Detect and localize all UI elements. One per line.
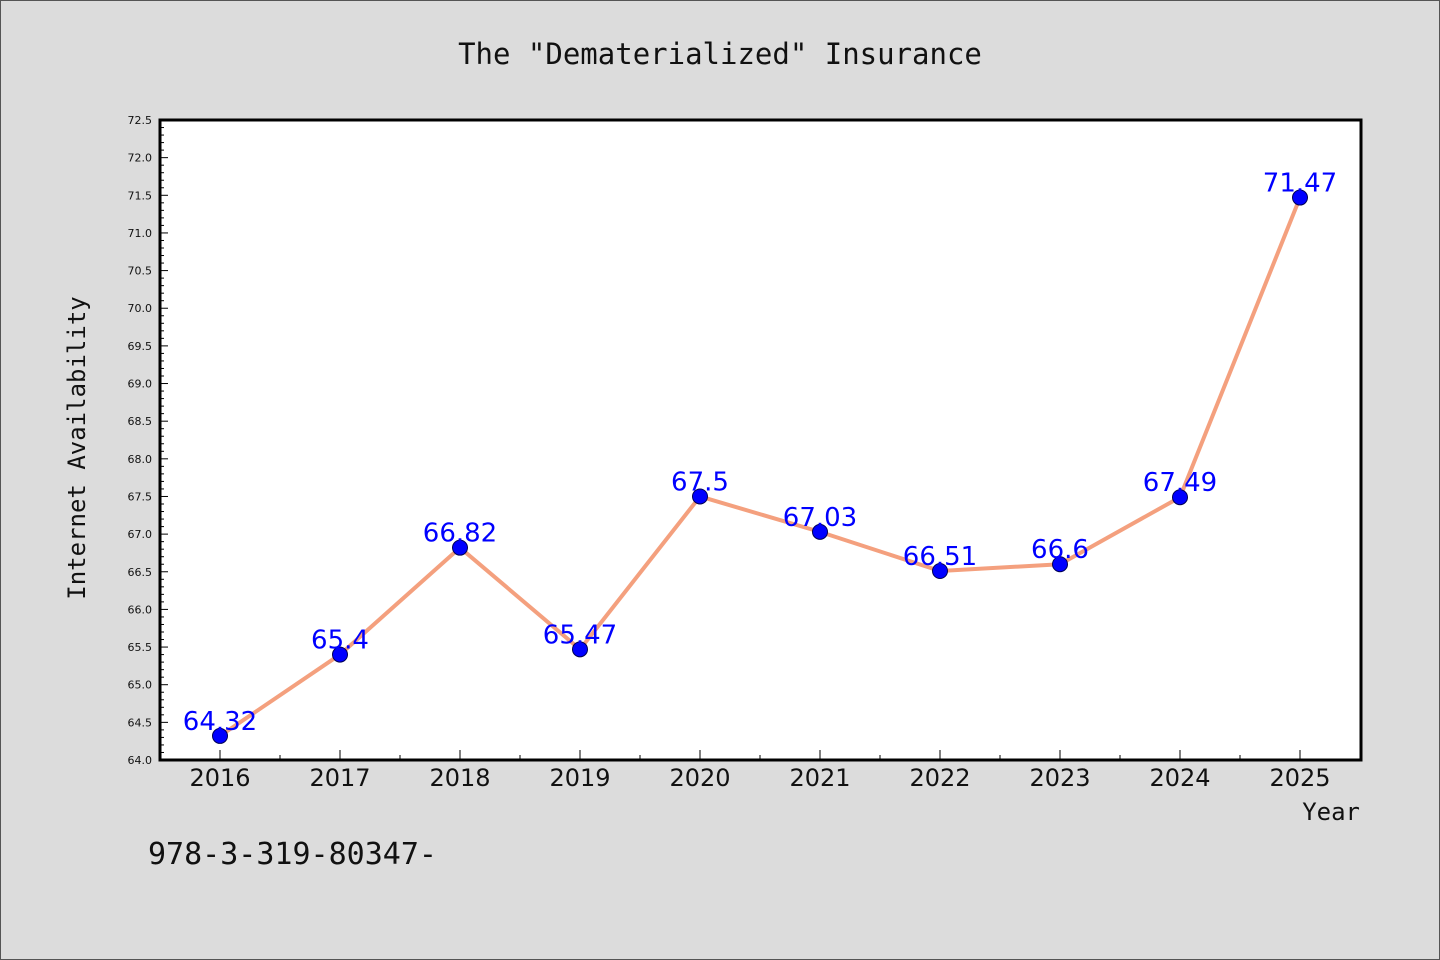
y-tick-label: 67.0 bbox=[128, 528, 153, 541]
data-point bbox=[1292, 189, 1308, 206]
data-point bbox=[692, 488, 708, 505]
x-tick-label: 2022 bbox=[909, 764, 970, 792]
data-label-layer: 64.32 65.4 66.82 65.47 67.5 67.03 66.51 66.6 67.… bbox=[183, 169, 1337, 737]
chart-title: The "Dematerialized" Insurance bbox=[458, 37, 982, 71]
plot-area bbox=[158, 118, 1363, 762]
y-tick-label: 66.0 bbox=[128, 603, 153, 616]
data-label: 66.6 bbox=[1031, 535, 1089, 565]
data-label: 66.51 bbox=[903, 542, 977, 572]
data-point bbox=[1172, 489, 1188, 506]
footer-id-text: 978-3-319-80347- bbox=[148, 837, 437, 872]
data-label: 65.47 bbox=[543, 620, 617, 650]
series-layer bbox=[212, 189, 1308, 744]
data-point bbox=[452, 539, 468, 556]
y-axis: 64.0 64.5 65.0 65.5 66.0 66.5 67.0 67.5 68.0 68.5… bbox=[128, 114, 168, 767]
x-tick-label: 2016 bbox=[189, 764, 250, 792]
x-tick-label: 2017 bbox=[309, 764, 370, 792]
x-axis-title: Year bbox=[1302, 798, 1360, 826]
y-tick-label: 64.0 bbox=[128, 754, 153, 767]
x-axis: 2016 2017 2018 2019 2020 2021 2022 2023 2024 2025 bbox=[189, 750, 1331, 792]
data-point bbox=[932, 563, 948, 580]
data-label: 64.32 bbox=[183, 707, 257, 737]
y-tick-label: 65.5 bbox=[128, 641, 153, 654]
x-tick-label: 2018 bbox=[429, 764, 490, 792]
series-line bbox=[218, 196, 1302, 738]
y-tick-label: 67.5 bbox=[128, 490, 153, 503]
y-tick-label: 65.0 bbox=[128, 679, 153, 692]
data-point bbox=[572, 641, 588, 658]
y-tick-label: 70.5 bbox=[128, 265, 153, 278]
y-tick-label: 66.5 bbox=[128, 566, 153, 579]
y-tick-label: 71.5 bbox=[128, 189, 153, 202]
x-tick-label: 2025 bbox=[1269, 764, 1330, 792]
data-label: 65.4 bbox=[311, 626, 369, 656]
y-tick-label: 68.0 bbox=[128, 453, 153, 466]
data-label: 67.03 bbox=[783, 503, 857, 533]
data-label: 71.47 bbox=[1263, 169, 1337, 199]
data-label: 67.5 bbox=[671, 467, 729, 497]
y-tick-label: 71.0 bbox=[128, 227, 153, 240]
data-point bbox=[212, 727, 228, 744]
x-tick-label: 2023 bbox=[1029, 764, 1090, 792]
x-tick-label: 2024 bbox=[1149, 764, 1210, 792]
x-tick-label: 2020 bbox=[669, 764, 730, 792]
data-label: 66.82 bbox=[423, 519, 497, 549]
y-tick-label: 69.0 bbox=[128, 378, 153, 391]
data-point bbox=[1052, 556, 1068, 573]
data-label: 67.49 bbox=[1143, 468, 1217, 498]
y-tick-label: 64.5 bbox=[128, 716, 153, 729]
y-axis-title: Internet Availability bbox=[63, 296, 91, 599]
y-tick-label: 70.0 bbox=[128, 302, 153, 315]
y-tick-label: 72.0 bbox=[128, 152, 153, 165]
y-tick-label: 72.5 bbox=[128, 114, 153, 127]
y-tick-label: 68.5 bbox=[128, 415, 153, 428]
x-tick-label: 2019 bbox=[549, 764, 610, 792]
data-point bbox=[332, 646, 348, 663]
data-point bbox=[812, 523, 828, 540]
y-tick-label: 69.5 bbox=[128, 340, 153, 353]
x-tick-label: 2021 bbox=[789, 764, 850, 792]
